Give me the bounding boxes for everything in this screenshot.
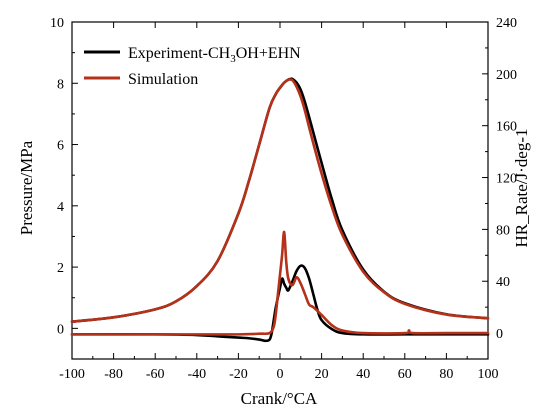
y-left-tick-label: 6 — [57, 139, 64, 154]
x-tick-label: 60 — [398, 367, 412, 382]
y-right-tick-label: 240 — [496, 16, 517, 31]
y-right-tick-label: 0 — [496, 327, 503, 342]
simulation-pressure-line — [70, 78, 490, 323]
x-tick-label: -40 — [187, 367, 206, 382]
x-tick-label: -80 — [104, 367, 123, 382]
x-tick-label: 100 — [478, 367, 499, 382]
x-tick-label: -60 — [146, 367, 165, 382]
legend-label: Experiment-CH3OH+EHN — [128, 45, 301, 65]
x-tick-label: 20 — [315, 367, 329, 382]
y-left-tick-label: 2 — [57, 261, 64, 276]
y-left-tick-label: 8 — [57, 77, 64, 92]
legend-label: Simulation — [128, 71, 198, 88]
y-right-tick-label: 120 — [496, 172, 517, 187]
x-axis-label: Crank/°CA — [241, 389, 318, 408]
y-axis-label-left: Pressure/MPa — [17, 140, 36, 235]
x-tick-label: 0 — [277, 367, 284, 382]
y-axis-label-right: HR_Rate/J·deg-1 — [512, 129, 531, 248]
y-left-tick-label: 4 — [57, 200, 64, 215]
y-right-tick-label: 160 — [496, 120, 517, 135]
series-layer — [70, 77, 490, 343]
y-left-tick-label: 0 — [57, 322, 64, 337]
plot-axes: -100 -80 -60 -40 -20 0 20 40 60 80 100024681004080… — [50, 16, 517, 382]
x-tick-label: 80 — [439, 367, 453, 382]
x-tick-label: -20 — [229, 367, 248, 382]
x-tick-label: 40 — [356, 367, 370, 382]
legend: Experiment-CH3OH+EHN Simulation — [84, 45, 301, 88]
y-right-tick-label: 200 — [496, 68, 517, 83]
y-right-tick-label: 80 — [496, 223, 510, 238]
y-right-tick-label: 40 — [496, 275, 510, 290]
y-left-tick-label: 10 — [50, 16, 64, 31]
simulation-heat-release-line — [70, 230, 490, 336]
x-tick-label: -100 — [59, 367, 85, 382]
experiment-heat-release-line — [70, 264, 490, 343]
